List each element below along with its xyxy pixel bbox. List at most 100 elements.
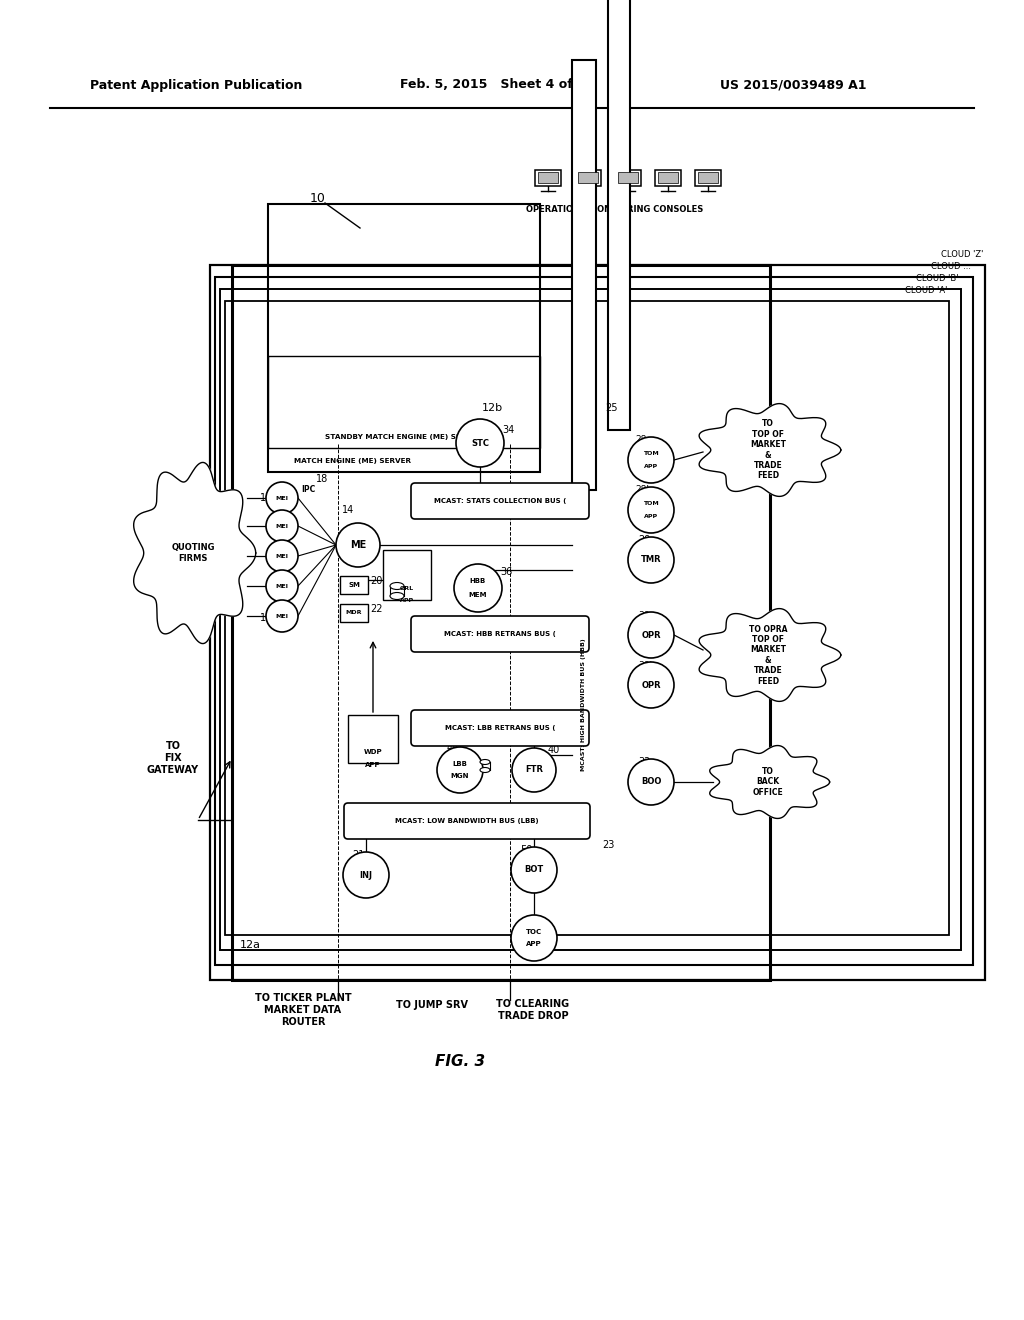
Text: 44: 44 xyxy=(447,743,459,752)
FancyBboxPatch shape xyxy=(695,170,721,186)
Text: CLOUD ...: CLOUD ... xyxy=(931,261,971,271)
Text: OPR: OPR xyxy=(641,681,660,689)
FancyBboxPatch shape xyxy=(411,710,589,746)
FancyBboxPatch shape xyxy=(698,172,718,183)
Text: MEI: MEI xyxy=(275,614,289,619)
Text: 16: 16 xyxy=(260,612,272,623)
Text: 42: 42 xyxy=(488,810,501,820)
Circle shape xyxy=(266,540,298,572)
Text: APP: APP xyxy=(644,463,658,469)
Text: 36: 36 xyxy=(500,568,512,577)
Text: 35: 35 xyxy=(428,492,440,502)
Text: MCAST: STATS COLLECTION BUS (: MCAST: STATS COLLECTION BUS ( xyxy=(434,498,566,504)
Circle shape xyxy=(628,437,674,483)
Text: 25: 25 xyxy=(605,403,617,413)
Text: SM: SM xyxy=(348,582,360,587)
Text: WDP: WDP xyxy=(364,748,382,755)
Circle shape xyxy=(266,482,298,513)
Text: TO
FIX
GATEWAY: TO FIX GATEWAY xyxy=(146,742,199,775)
Text: TO
BACK
OFFICE: TO BACK OFFICE xyxy=(753,767,783,797)
FancyBboxPatch shape xyxy=(340,576,368,594)
Text: 10: 10 xyxy=(310,191,326,205)
Circle shape xyxy=(628,759,674,805)
Text: APP: APP xyxy=(526,941,542,948)
Text: APP: APP xyxy=(400,598,414,602)
Text: TO CLEARING
TRADE DROP: TO CLEARING TRADE DROP xyxy=(497,999,569,1020)
Text: 12b: 12b xyxy=(482,403,503,413)
Circle shape xyxy=(511,847,557,894)
Text: MCAST: LBB RETRANS BUS (: MCAST: LBB RETRANS BUS ( xyxy=(444,725,555,731)
FancyBboxPatch shape xyxy=(578,172,598,183)
Circle shape xyxy=(343,851,389,898)
Circle shape xyxy=(628,663,674,708)
Text: US 2015/0039489 A1: US 2015/0039489 A1 xyxy=(720,78,866,91)
Circle shape xyxy=(454,564,502,612)
Text: OPERATIONS MONITORING CONSOLES: OPERATIONS MONITORING CONSOLES xyxy=(526,206,703,214)
FancyBboxPatch shape xyxy=(658,172,678,183)
Text: 46: 46 xyxy=(428,721,440,731)
Text: MEI: MEI xyxy=(275,553,289,558)
Text: INJ: INJ xyxy=(359,870,373,879)
Text: 28a: 28a xyxy=(635,436,652,445)
Text: IPC: IPC xyxy=(301,486,315,495)
Text: 12a: 12a xyxy=(240,940,261,950)
FancyBboxPatch shape xyxy=(535,170,561,186)
Ellipse shape xyxy=(390,582,404,590)
Text: MDR: MDR xyxy=(346,610,362,615)
Text: 38: 38 xyxy=(428,624,440,635)
Circle shape xyxy=(456,418,504,467)
Text: Feb. 5, 2015   Sheet 4 of 16: Feb. 5, 2015 Sheet 4 of 16 xyxy=(400,78,595,91)
FancyBboxPatch shape xyxy=(348,715,398,763)
Text: CLOUD 'Z': CLOUD 'Z' xyxy=(941,249,983,259)
FancyBboxPatch shape xyxy=(411,483,589,519)
Circle shape xyxy=(628,487,674,533)
Text: 28b: 28b xyxy=(635,486,652,495)
Circle shape xyxy=(512,748,556,792)
Text: CLOUD 'B': CLOUD 'B' xyxy=(916,275,959,282)
FancyBboxPatch shape xyxy=(572,59,596,490)
Circle shape xyxy=(266,510,298,543)
Text: 22: 22 xyxy=(370,605,383,614)
Text: MEI: MEI xyxy=(275,524,289,528)
Polygon shape xyxy=(699,609,841,701)
Text: 21: 21 xyxy=(352,850,365,861)
Text: 14: 14 xyxy=(342,506,354,515)
Text: CLOUD 'A': CLOUD 'A' xyxy=(904,286,947,294)
Text: 48: 48 xyxy=(367,730,379,741)
Text: MATCH ENGINE (ME) SERVER: MATCH ENGINE (ME) SERVER xyxy=(294,458,411,465)
Circle shape xyxy=(628,612,674,657)
Ellipse shape xyxy=(480,759,490,764)
Text: TO TICKER PLANT
MARKET DATA
ROUTER: TO TICKER PLANT MARKET DATA ROUTER xyxy=(255,994,351,1027)
Text: MGN: MGN xyxy=(451,774,469,779)
Polygon shape xyxy=(699,404,841,496)
Text: 29: 29 xyxy=(638,535,650,545)
Text: 34: 34 xyxy=(502,425,514,436)
Text: MEM: MEM xyxy=(469,591,487,598)
Polygon shape xyxy=(710,746,829,818)
Text: APP: APP xyxy=(644,513,658,519)
Text: QUOTING
FIRMS: QUOTING FIRMS xyxy=(171,544,215,562)
Text: 32: 32 xyxy=(638,756,650,767)
Text: LBB: LBB xyxy=(453,760,467,767)
Text: 30b: 30b xyxy=(638,660,655,669)
Text: APP: APP xyxy=(366,762,381,768)
FancyBboxPatch shape xyxy=(344,803,590,840)
FancyBboxPatch shape xyxy=(411,616,589,652)
FancyBboxPatch shape xyxy=(340,605,368,622)
Circle shape xyxy=(336,523,380,568)
Ellipse shape xyxy=(390,593,404,599)
Text: 23: 23 xyxy=(602,840,614,850)
Text: BOO: BOO xyxy=(641,777,662,787)
Text: BOT: BOT xyxy=(524,866,544,874)
Circle shape xyxy=(628,537,674,583)
Text: MCAST: HBB RETRANS BUS (: MCAST: HBB RETRANS BUS ( xyxy=(444,631,556,638)
FancyBboxPatch shape xyxy=(618,172,638,183)
Text: STANDBY MATCH ENGINE (ME) SERVER: STANDBY MATCH ENGINE (ME) SERVER xyxy=(326,434,482,440)
Circle shape xyxy=(511,915,557,961)
Text: TOM: TOM xyxy=(643,451,658,455)
Text: ORL: ORL xyxy=(400,586,414,590)
FancyBboxPatch shape xyxy=(575,170,601,186)
Text: TOM: TOM xyxy=(643,502,658,506)
Text: FIG. 3: FIG. 3 xyxy=(435,1055,485,1069)
Text: Patent Application Publication: Patent Application Publication xyxy=(90,78,302,91)
